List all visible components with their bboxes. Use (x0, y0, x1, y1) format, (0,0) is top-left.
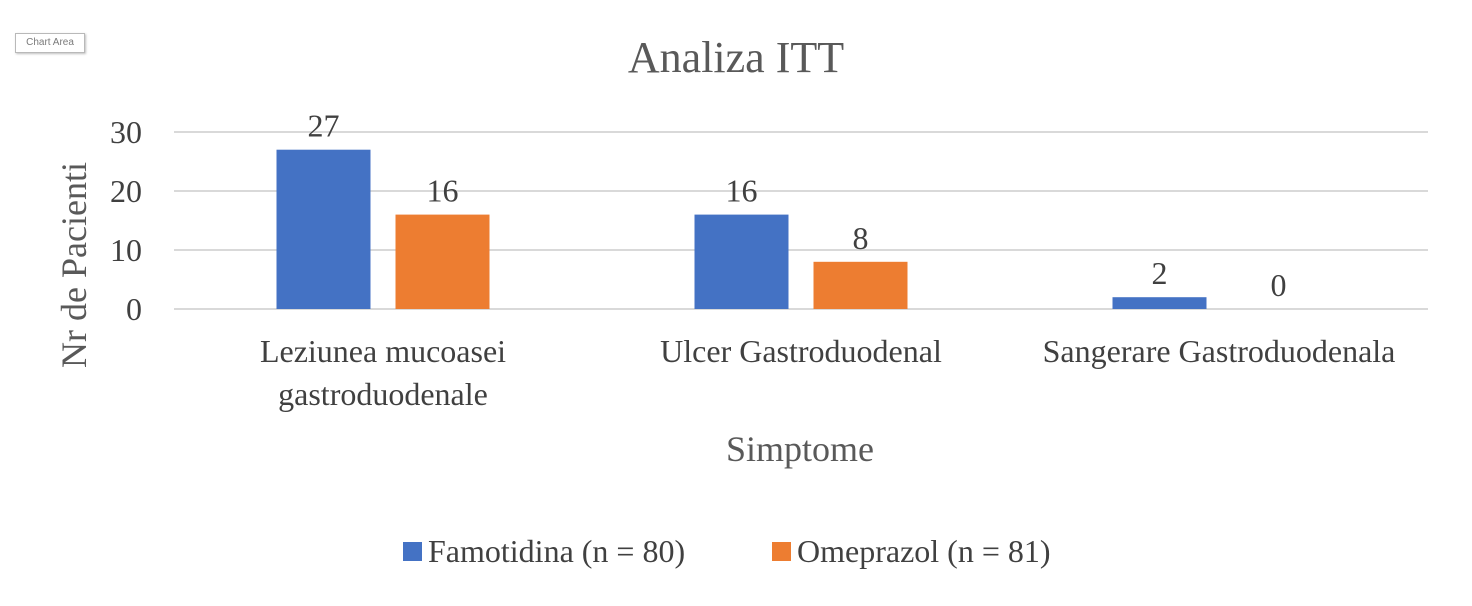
y-tick-label: 30 (110, 114, 142, 150)
data-label: 2 (1152, 255, 1168, 291)
chart-area-tag: Chart Area (15, 33, 85, 53)
y-tick-label: 20 (110, 173, 142, 209)
legend-swatch (403, 542, 422, 561)
y-tick-label: 10 (110, 232, 142, 268)
data-label: 27 (308, 108, 340, 144)
bar-famotidina-2 (1112, 297, 1207, 309)
y-tick-label: 0 (126, 291, 142, 327)
data-label: 16 (427, 173, 459, 209)
x-axis-title: Simptome (726, 429, 874, 469)
legend-swatch (772, 542, 791, 561)
bar-omeprazol-0 (395, 214, 490, 309)
data-label: 16 (726, 173, 758, 209)
legend-entry: Omeprazol (n = 81) (797, 533, 1051, 569)
y-axis-title: Nr de Pacienti (54, 162, 94, 368)
category-label: Sangerare Gastroduodenala (1043, 333, 1396, 369)
legend-entry: Famotidina (n = 80) (428, 533, 685, 569)
bar-omeprazol-1 (813, 261, 908, 309)
category-label: Leziunea mucoasei (260, 333, 506, 369)
chart-title: Analiza ITT (628, 33, 844, 82)
category-label: gastroduodenale (278, 376, 488, 412)
bar-famotidina-0 (276, 149, 371, 309)
category-label: Ulcer Gastroduodenal (660, 333, 942, 369)
data-label: 8 (853, 220, 869, 256)
data-label: 0 (1271, 267, 1287, 303)
bar-famotidina-1 (694, 214, 789, 309)
